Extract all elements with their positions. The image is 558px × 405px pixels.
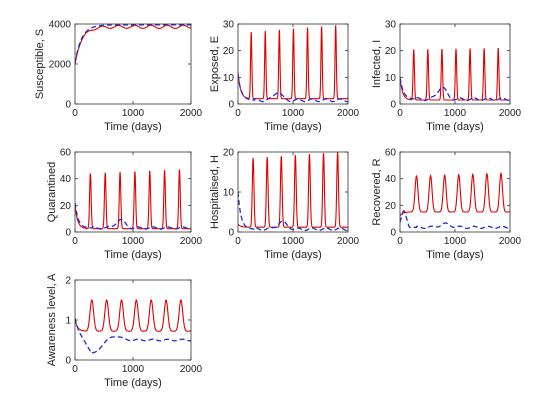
subplot-1: 0 1000 2000 0 2000 4000 Time (days) Susceptible… xyxy=(34,20,203,134)
y-axis-label: Quarantined xyxy=(46,162,58,223)
series-line-solid xyxy=(75,24,191,65)
series-line-solid xyxy=(238,25,348,100)
x-tick-label: 0 xyxy=(235,108,241,119)
series-line-dashed xyxy=(238,74,348,103)
x-tick-label: 0 xyxy=(235,236,241,247)
x-tick-label: 1000 xyxy=(282,108,305,119)
y-tick-label: 2 xyxy=(65,276,71,287)
y-tick-label: 20 xyxy=(223,148,235,159)
x-tick-label: 2000 xyxy=(499,236,522,247)
y-tick-label: 0 xyxy=(65,100,71,111)
series-line-solid xyxy=(75,299,191,332)
y-axis-label: Recovered, R xyxy=(371,158,383,225)
plot-frame xyxy=(74,279,192,361)
y-axis-label: Awareness level, A xyxy=(46,273,58,366)
y-tick-label: 0 xyxy=(65,356,71,367)
x-tick-label: 1000 xyxy=(282,236,305,247)
y-tick-label: 10 xyxy=(223,188,235,199)
y-tick-label: 40 xyxy=(60,174,72,185)
x-tick-label: 2000 xyxy=(499,108,522,119)
y-tick-label: 20 xyxy=(60,201,72,212)
x-tick-label: 1000 xyxy=(444,236,467,247)
y-tick-label: 2000 xyxy=(49,60,72,71)
series-line-dashed xyxy=(75,317,191,355)
x-axis-label: Time (days) xyxy=(264,249,322,261)
x-tick-label: 2000 xyxy=(180,236,203,247)
y-tick-label: 60 xyxy=(385,148,397,159)
y-tick-label: 30 xyxy=(385,20,397,31)
series-line-dashed xyxy=(400,211,510,230)
y-axis-label: Susceptible, S xyxy=(34,29,46,99)
y-tick-label: 20 xyxy=(385,46,397,57)
y-tick-label: 10 xyxy=(223,73,235,84)
x-axis-label: Time (days) xyxy=(104,249,162,261)
x-tick-label: 2000 xyxy=(180,108,203,119)
x-tick-label: 2000 xyxy=(337,236,360,247)
series-line-solid xyxy=(238,152,348,228)
x-axis-label: Time (days) xyxy=(426,121,484,133)
x-tick-label: 2000 xyxy=(337,108,360,119)
y-tick-label: 40 xyxy=(385,174,397,185)
x-tick-label: 0 xyxy=(72,364,78,375)
y-tick-label: 0 xyxy=(65,228,71,239)
series-line-dashed xyxy=(75,202,191,230)
y-axis-label: Exposed, E xyxy=(209,36,221,92)
subplot-4: 0 1000 2000 0 20 40 60 Time (days) Quarantined xyxy=(46,148,203,262)
y-tick-label: 20 xyxy=(385,201,397,212)
subplot-7: 0 1000 2000 0 1 2 Time (days) Awareness level, … xyxy=(46,273,203,389)
y-tick-label: 0 xyxy=(228,100,234,111)
subplot-5: 0 1000 2000 0 10 20 Time (days) Hospitalised, H xyxy=(209,148,360,262)
x-axis-label: Time (days) xyxy=(104,377,162,389)
subplot-2: 0 1000 2000 0 10 20 30 Time (days) Exposed, E xyxy=(209,20,360,134)
x-tick-label: 0 xyxy=(72,108,78,119)
x-tick-label: 0 xyxy=(72,236,78,247)
x-tick-label: 1000 xyxy=(122,364,145,375)
x-axis-label: Time (days) xyxy=(426,249,484,261)
subplot-3: 0 1000 2000 0 10 20 30 Time (days) Infected, I xyxy=(371,20,522,134)
series-line-solid xyxy=(400,48,510,101)
y-tick-label: 0 xyxy=(390,228,396,239)
y-axis-label: Infected, I xyxy=(371,40,383,88)
y-tick-label: 1 xyxy=(65,316,71,327)
series-line-solid xyxy=(400,172,510,217)
y-tick-label: 30 xyxy=(223,20,235,31)
x-tick-label: 0 xyxy=(397,108,403,119)
y-tick-label: 10 xyxy=(385,73,397,84)
x-tick-label: 2000 xyxy=(180,364,203,375)
y-tick-label: 20 xyxy=(223,46,235,57)
series-line-solid xyxy=(75,169,191,230)
plot-frame xyxy=(399,151,511,233)
y-tick-label: 0 xyxy=(390,100,396,111)
y-tick-label: 60 xyxy=(60,148,72,159)
x-tick-label: 0 xyxy=(397,236,403,247)
x-tick-label: 1000 xyxy=(122,236,145,247)
plot-frame xyxy=(74,23,192,105)
series-line-dashed xyxy=(400,77,510,102)
x-tick-label: 1000 xyxy=(122,108,145,119)
x-axis-label: Time (days) xyxy=(264,121,322,133)
x-tick-label: 1000 xyxy=(444,108,467,119)
y-tick-label: 4000 xyxy=(49,20,72,31)
y-axis-label: Hospitalised, H xyxy=(209,155,221,229)
x-axis-label: Time (days) xyxy=(104,121,162,133)
subplot-6: 0 1000 2000 0 20 40 60 Time (days) Recovered, R xyxy=(371,148,522,262)
y-tick-label: 0 xyxy=(228,228,234,239)
